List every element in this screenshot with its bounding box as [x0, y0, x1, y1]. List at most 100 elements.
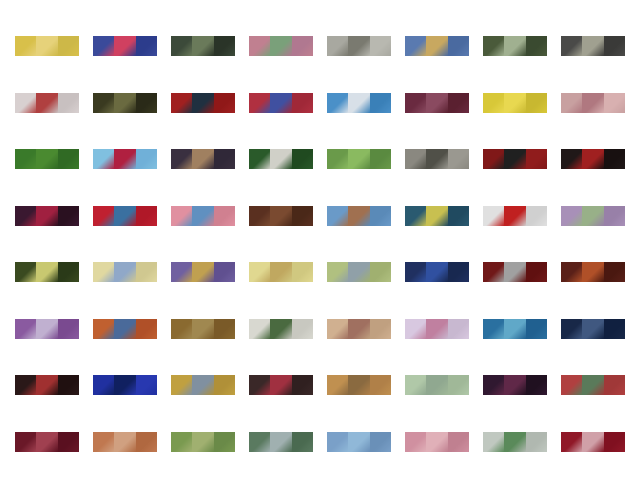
- bananas-tile: [483, 92, 547, 113]
- tile-segment: [270, 149, 292, 169]
- tile-segment: [36, 92, 58, 113]
- tile-segment: [249, 318, 271, 339]
- tile-segment: [426, 205, 448, 226]
- tile-segment: [582, 149, 604, 169]
- cream-cartons-tile: [93, 262, 157, 282]
- tile-segment: [93, 92, 115, 113]
- tile-segment: [525, 375, 547, 395]
- blue-bottles-tile: [327, 205, 391, 226]
- tile-segment: [171, 36, 193, 56]
- tile-segment: [405, 149, 427, 169]
- tile-segment: [369, 375, 391, 395]
- avocado-cans-tile: [405, 205, 469, 226]
- tile-segment: [582, 318, 604, 339]
- tile-segment: [483, 375, 505, 395]
- dark-packs-tile: [171, 149, 235, 169]
- silver-cans-tile: [405, 149, 469, 169]
- red-black-bottles-tile: [483, 149, 547, 169]
- tile-segment: [483, 431, 505, 452]
- tile-segment: [15, 205, 37, 226]
- blue-snack-bags-tile: [405, 36, 469, 56]
- tile-segment: [405, 262, 427, 282]
- tile-segment: [504, 92, 526, 113]
- tile-segment: [171, 431, 193, 452]
- red-jars-tile: [561, 431, 625, 452]
- tile-segment: [327, 149, 349, 169]
- tile-segment: [483, 318, 505, 339]
- tile-segment: [447, 262, 469, 282]
- tile-segment: [582, 262, 604, 282]
- tile-segment: [561, 318, 583, 339]
- tile-segment: [15, 431, 37, 452]
- tile-segment: [270, 262, 292, 282]
- tile-segment: [426, 262, 448, 282]
- tile-segment: [15, 149, 37, 169]
- blue-packages-tile: [93, 36, 157, 56]
- tile-segment: [93, 431, 115, 452]
- tile-segment: [525, 431, 547, 452]
- tile-segment: [213, 262, 235, 282]
- tile-segment: [57, 375, 79, 395]
- pears-tile: [327, 262, 391, 282]
- tile-segment: [405, 205, 427, 226]
- navy-bottles-tile: [561, 318, 625, 339]
- tile-segment: [291, 375, 313, 395]
- granola-tile: [327, 318, 391, 339]
- tile-segment: [504, 262, 526, 282]
- tile-segment: [327, 262, 349, 282]
- pink-blue-tile: [171, 205, 235, 226]
- tile-segment: [93, 318, 115, 339]
- tile-segment: [171, 375, 193, 395]
- tile-segment: [504, 375, 526, 395]
- tile-segment: [447, 92, 469, 113]
- tile-segment: [171, 92, 193, 113]
- tile-segment: [504, 431, 526, 452]
- tile-segment: [114, 318, 136, 339]
- tile-segment: [447, 431, 469, 452]
- tile-segment: [525, 149, 547, 169]
- teal-cans-tile: [483, 318, 547, 339]
- tile-segment: [348, 205, 370, 226]
- tile-segment: [213, 375, 235, 395]
- tile-segment: [369, 36, 391, 56]
- tan-cardboard-tile: [327, 375, 391, 395]
- salmon-tile: [93, 431, 157, 452]
- tile-segment: [57, 262, 79, 282]
- cheese-slices-tile: [249, 262, 313, 282]
- blue-cans-tile: [93, 375, 157, 395]
- tile-segment: [561, 431, 583, 452]
- tile-segment: [114, 92, 136, 113]
- green-melons-tile: [171, 431, 235, 452]
- tile-segment: [192, 375, 214, 395]
- tile-segment: [135, 262, 157, 282]
- tile-segment: [483, 149, 505, 169]
- lilac-eggs-tile: [561, 205, 625, 226]
- blue-juice-tile: [327, 92, 391, 113]
- tile-segment: [525, 205, 547, 226]
- tile-segment: [426, 318, 448, 339]
- tile-segment: [348, 262, 370, 282]
- tile-segment: [327, 431, 349, 452]
- red-cans-tile: [171, 92, 235, 113]
- limes-tile: [15, 149, 79, 169]
- tile-segment: [348, 375, 370, 395]
- tile-segment: [582, 92, 604, 113]
- tile-segment: [15, 92, 37, 113]
- tan-bags-tile: [171, 318, 235, 339]
- tile-segment: [249, 375, 271, 395]
- tile-segment: [561, 205, 583, 226]
- blue-bags-tile: [327, 431, 391, 452]
- tile-segment: [249, 149, 271, 169]
- tile-segment: [483, 262, 505, 282]
- tile-segment: [93, 149, 115, 169]
- dark-jars-tile: [171, 36, 235, 56]
- tile-segment: [270, 36, 292, 56]
- tile-segment: [561, 36, 583, 56]
- tile-segment: [369, 262, 391, 282]
- tile-segment: [348, 92, 370, 113]
- pink-yogurt-tile: [561, 92, 625, 113]
- berry-boxes-tile: [15, 205, 79, 226]
- tile-segment: [36, 262, 58, 282]
- tile-segment: [171, 205, 193, 226]
- tile-segment: [213, 149, 235, 169]
